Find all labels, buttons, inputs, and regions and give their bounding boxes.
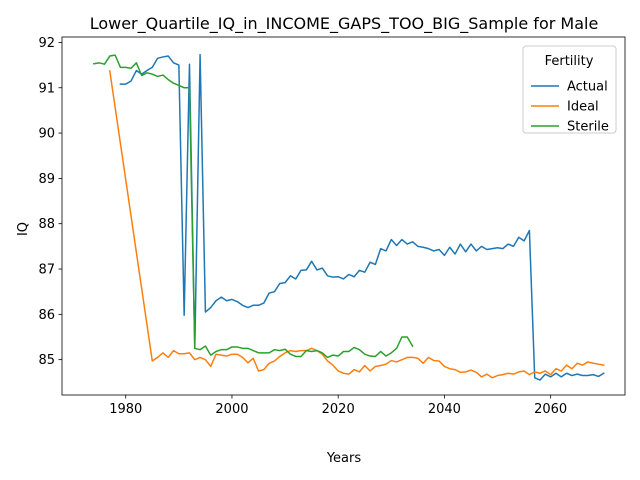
x-tick-label: 1980 bbox=[109, 402, 142, 417]
x-tick-label: 2000 bbox=[215, 402, 248, 417]
x-tick-label: 2040 bbox=[428, 402, 461, 417]
y-tick-label: 92 bbox=[38, 36, 55, 51]
plot-area bbox=[93, 53, 605, 381]
axes-frame bbox=[61, 36, 626, 396]
y-tick-label: 88 bbox=[38, 217, 55, 232]
x-tick-label: 2020 bbox=[322, 402, 355, 417]
chart-title: Lower_Quartile_IQ_in_INCOME_GAPS_TOO_BIG… bbox=[90, 14, 599, 34]
series-line-ideal bbox=[108, 70, 605, 379]
legend-frame bbox=[522, 45, 617, 134]
y-axis-title: IQ bbox=[16, 222, 31, 236]
y-tick-label: 91 bbox=[38, 81, 55, 96]
y-tick-label: 87 bbox=[38, 263, 55, 278]
legend: Fertility Actual Ideal Sterile bbox=[522, 45, 617, 135]
y-tick-label: 89 bbox=[38, 172, 55, 187]
x-axis-title: Years bbox=[326, 451, 362, 466]
x-tick-label: 2060 bbox=[534, 402, 567, 417]
legend-label-ideal: Ideal bbox=[567, 100, 599, 115]
legend-label-actual: Actual bbox=[567, 80, 608, 95]
y-tick-label: 86 bbox=[38, 308, 55, 323]
y-tick-label: 85 bbox=[38, 353, 55, 368]
series-line-actual bbox=[119, 53, 605, 381]
legend-title: Fertility bbox=[545, 54, 594, 69]
axes: 1980 2000 2020 2040 2060 85 86 87 88 89 90 91 92 bbox=[38, 36, 626, 417]
legend-label-sterile: Sterile bbox=[567, 120, 609, 135]
series-line-sterile bbox=[93, 54, 414, 359]
y-tick-label: 90 bbox=[38, 127, 55, 142]
